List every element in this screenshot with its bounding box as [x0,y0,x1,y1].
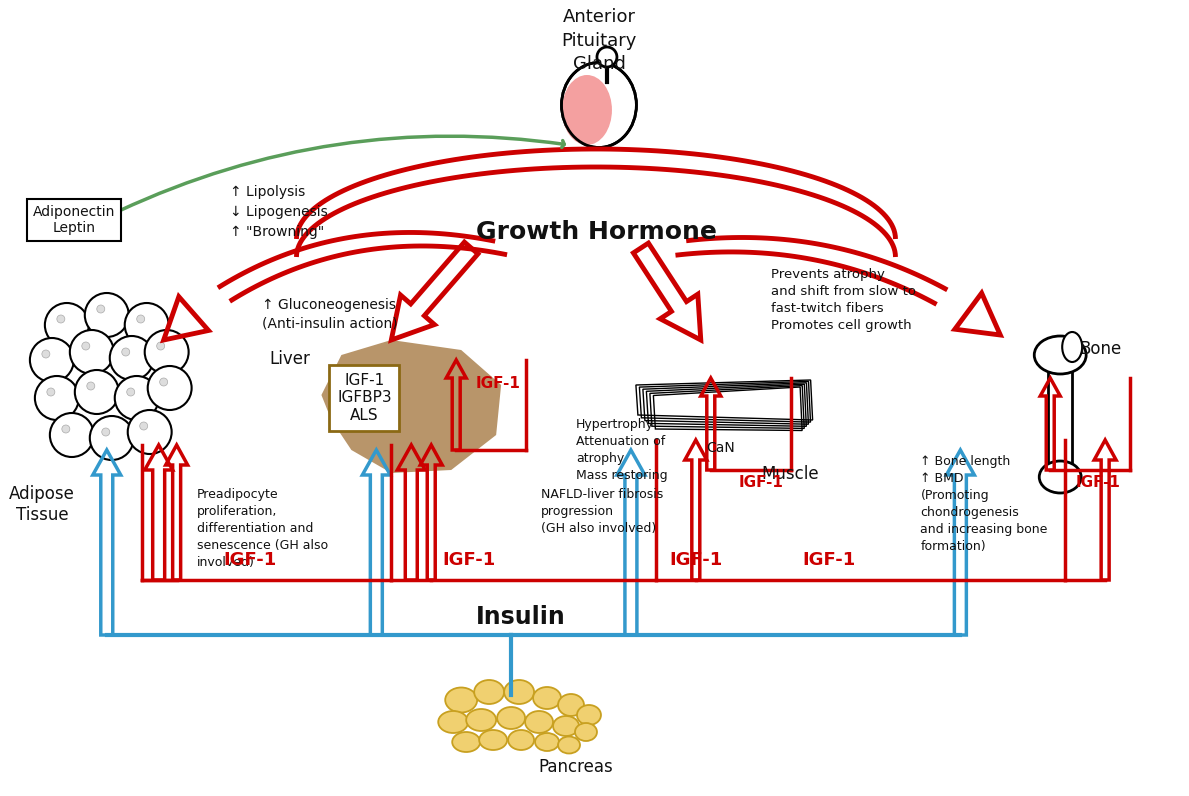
Circle shape [75,370,119,414]
Circle shape [57,315,65,323]
Text: Hypertrophy
Attenuation of
atrophy
Mass restoring: Hypertrophy Attenuation of atrophy Mass … [575,418,668,482]
Ellipse shape [474,680,504,704]
Circle shape [145,330,189,374]
Text: Prevents atrophy
and shift from slow to
fast-twitch fibers
Promotes cell growth: Prevents atrophy and shift from slow to … [770,268,916,332]
Circle shape [46,388,55,396]
Text: Liver: Liver [270,350,310,368]
Ellipse shape [526,711,553,733]
Bar [1049,355,1072,475]
Text: IGF-1
IGFBP3
ALS: IGF-1 IGFBP3 ALS [336,373,391,423]
Circle shape [121,348,130,356]
Circle shape [127,410,171,454]
Text: ↑ Gluconeogenesis
(Anti-insulin action): ↑ Gluconeogenesis (Anti-insulin action) [262,298,397,330]
Circle shape [84,293,128,337]
Ellipse shape [508,730,534,750]
Ellipse shape [466,709,496,731]
Text: Anterior
Pituitary
Gland: Anterior Pituitary Gland [561,8,636,73]
Text: Preadipocyte
proliferation,
differentiation and
senescence (GH also
involved): Preadipocyte proliferation, differentiat… [196,488,328,569]
Ellipse shape [479,730,508,750]
Circle shape [96,305,105,313]
Circle shape [90,416,133,460]
Ellipse shape [533,687,561,709]
Ellipse shape [445,688,477,712]
Text: IGF-1: IGF-1 [669,551,723,569]
Ellipse shape [1062,332,1082,362]
Circle shape [87,382,95,390]
Ellipse shape [504,680,534,704]
Circle shape [62,425,70,433]
Circle shape [102,428,109,436]
Circle shape [50,413,94,457]
Text: ↑ Lipolysis
↓ Lipogenesis
↑ "Browning": ↑ Lipolysis ↓ Lipogenesis ↑ "Browning" [229,185,327,239]
Circle shape [159,378,168,386]
Ellipse shape [535,733,559,751]
Circle shape [34,376,78,420]
Ellipse shape [558,694,584,716]
Ellipse shape [497,707,526,729]
Text: Pancreas: Pancreas [539,758,614,776]
Ellipse shape [577,705,600,725]
Circle shape [140,422,147,430]
Circle shape [45,303,89,347]
Circle shape [137,315,145,323]
Text: Growth Hormone: Growth Hormone [476,220,717,244]
Ellipse shape [1034,336,1087,374]
Text: Adipose
Tissue: Adipose Tissue [10,485,75,524]
Ellipse shape [439,711,468,733]
Ellipse shape [558,736,580,754]
Circle shape [147,366,191,410]
Ellipse shape [562,75,612,145]
Text: IGF-1: IGF-1 [801,551,855,569]
Circle shape [115,376,158,420]
Circle shape [82,342,90,350]
Circle shape [109,336,153,380]
Circle shape [157,342,164,350]
Ellipse shape [1039,461,1081,493]
Text: IGF-1: IGF-1 [442,551,496,569]
Ellipse shape [452,732,480,752]
Circle shape [70,330,114,374]
Circle shape [30,338,74,382]
Text: Adiponectin
Leptin: Adiponectin Leptin [32,205,115,235]
Polygon shape [321,340,501,473]
Text: Insulin: Insulin [477,605,566,629]
Circle shape [127,388,134,396]
Text: Bone: Bone [1080,340,1121,358]
Text: CaN: CaN [706,441,735,455]
Text: Muscle: Muscle [762,465,819,483]
Ellipse shape [553,716,579,736]
Text: ↑ Bone length
↑ BMD
(Promoting
chondrogenesis
and increasing bone
formation): ↑ Bone length ↑ BMD (Promoting chondroge… [920,455,1048,553]
Text: IGF-1: IGF-1 [222,551,276,569]
Circle shape [42,350,50,358]
Text: IGF-1: IGF-1 [738,475,784,490]
Text: NAFLD-liver fibrosis
progression
(GH also involved): NAFLD-liver fibrosis progression (GH als… [541,488,663,535]
Text: IGF-1: IGF-1 [476,376,521,391]
Circle shape [125,303,169,347]
Ellipse shape [561,63,636,147]
Circle shape [597,47,617,67]
Ellipse shape [575,723,597,741]
Text: IGF-1: IGF-1 [1076,475,1120,490]
